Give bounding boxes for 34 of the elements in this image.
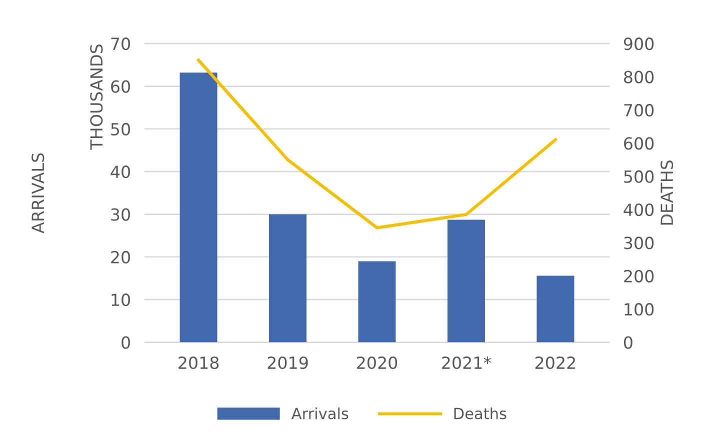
y2-tick-label: 700 [624, 104, 654, 117]
x-tick-label: 2018 [178, 356, 219, 370]
bar [269, 214, 307, 342]
text: THOUSANDS [90, 44, 103, 150]
y-tick-label: 40 [110, 166, 130, 178]
y-tick-label: 70 [111, 38, 130, 50]
y-tick-label: 60 [111, 80, 130, 93]
y2-tick-label: 900 [624, 38, 654, 50]
legend-label: Deaths [454, 407, 506, 420]
x-tick-label: 2019 [268, 356, 308, 370]
y2-tick-label: 0 [624, 336, 632, 349]
y2-tick-label: 100 [624, 303, 654, 316]
bar [180, 72, 218, 342]
y2-tick-label: 300 [624, 236, 654, 250]
bar [536, 276, 574, 342]
y-tick-label: 50 [111, 122, 130, 136]
y-axis-title: ARRIVALS [32, 153, 44, 234]
y-tick-label: 10 [112, 294, 130, 306]
x-tick-label: 2021* [442, 356, 492, 370]
y2-tick-label: 400 [624, 203, 654, 216]
legend-label: Arrivals [291, 407, 348, 420]
y-tick-label: 0 [122, 336, 130, 349]
bar [447, 220, 485, 342]
x-tick-label: 2022 [535, 356, 575, 370]
y2-tick-label: 600 [624, 137, 654, 150]
y2-axis-title: DEATHS [660, 160, 674, 225]
y2-tick-label: 500 [624, 170, 654, 183]
y2-tick-label: 800 [624, 70, 654, 84]
y-tick-label: 20 [111, 250, 130, 264]
bar [358, 261, 396, 342]
y-tick-label: 30 [111, 208, 130, 221]
x-tick-label: 2020 [357, 356, 398, 370]
y2-tick-label: 200 [624, 270, 654, 282]
line-series [197, 58, 557, 230]
